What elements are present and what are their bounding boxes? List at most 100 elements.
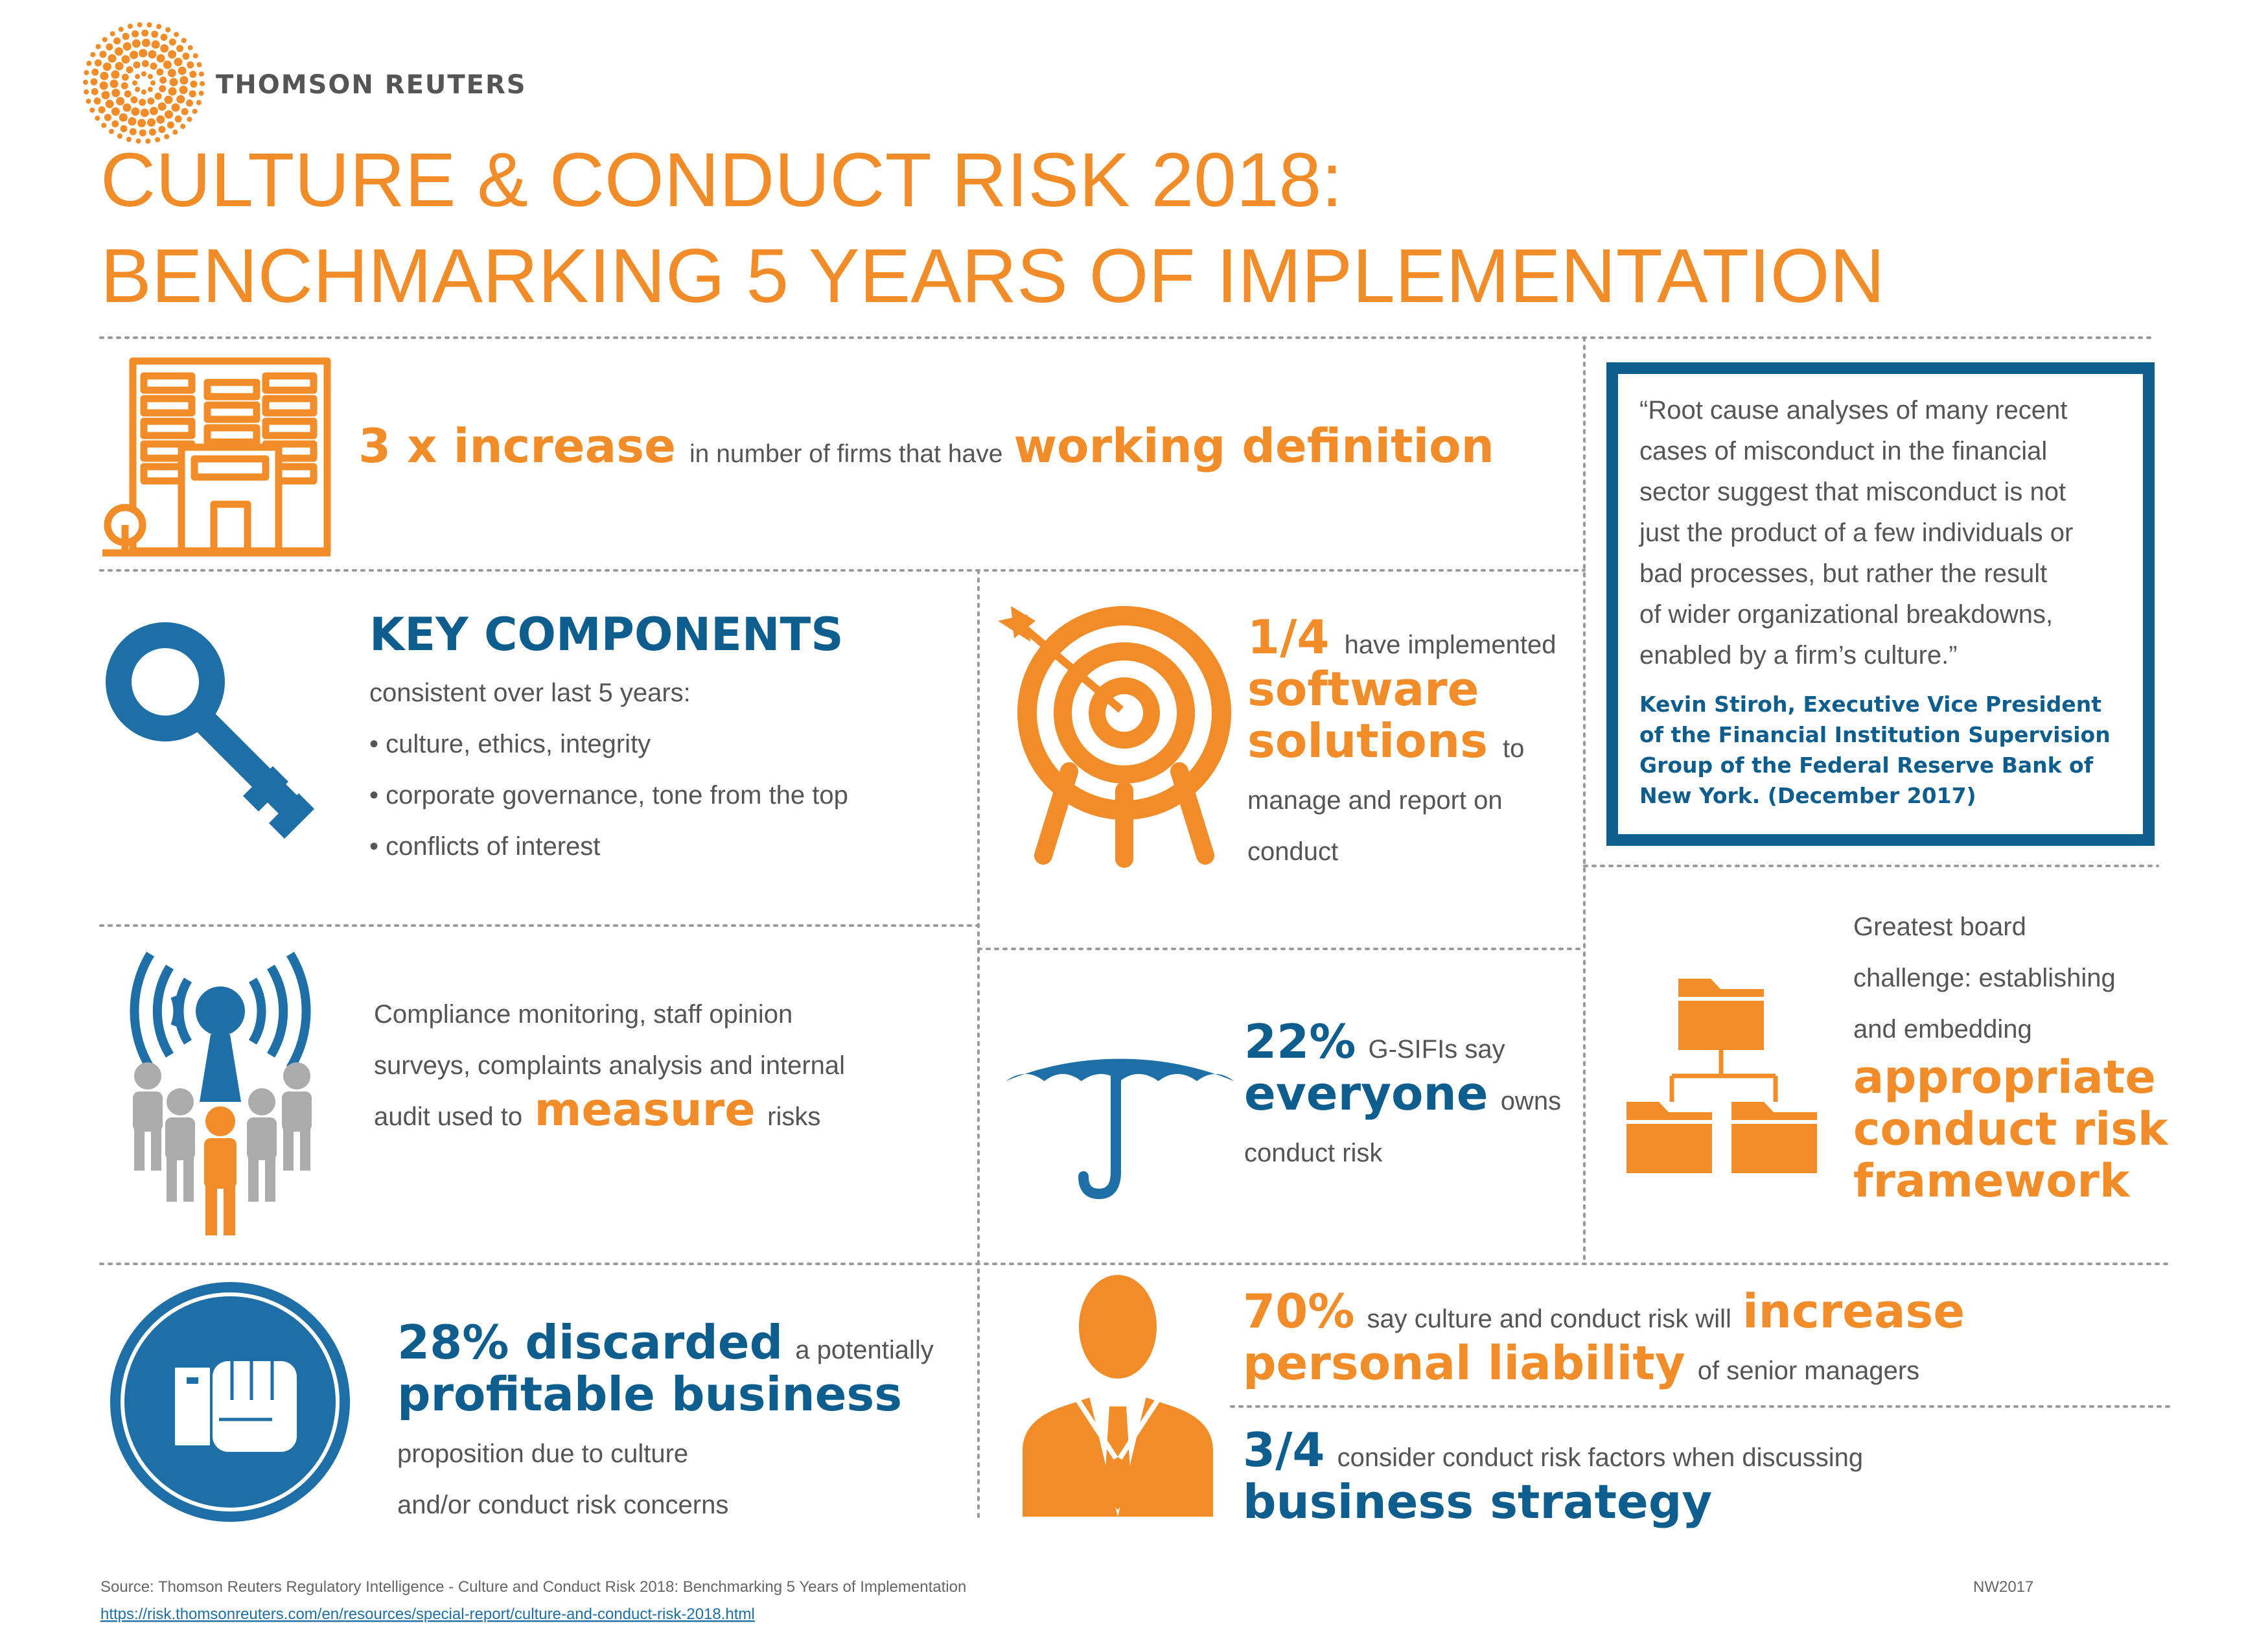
measure-line-1: Compliance monitoring, staff opinion [374,1000,793,1029]
board-emphasis: framework [1853,1154,2131,1208]
logo-dot [137,22,143,28]
broadcast-people-icon [130,951,312,1235]
logo-dot [169,78,178,87]
logo-dot [121,55,130,64]
gsifi-line-2: everyone owns [1244,1066,1561,1121]
title-line-2: BENCHMARKING 5 YEARS OF IMPLEMENTATION [100,233,1885,319]
logo-dot [192,108,198,114]
measure-emphasis: measure [535,1083,756,1136]
logo-dot [187,117,192,122]
logo-dot [141,29,149,37]
logo-dot [200,81,205,87]
logo-dot [99,51,107,58]
software-emphasis-2: solutions [1247,714,1488,768]
logo-dot [111,107,120,116]
firms-highlight: 3 x increase [358,419,676,473]
logo-dot [179,86,188,95]
logo-dot [174,115,182,123]
firms-stat: 3 x increase in number of firms that hav… [358,419,1494,473]
logo-dot [171,103,180,112]
logo-dot [86,99,91,104]
quote-line: sector suggest that misconduct is not [1639,478,2066,506]
strategy-middle: consider conduct risk factors when discu… [1337,1443,1863,1472]
logo-dot [164,134,170,139]
logo-dot [149,106,158,115]
logo-dot [146,22,152,28]
building-icon [102,357,331,557]
footer-code: NW2017 [1973,1578,2033,1596]
logo-dot [129,128,137,135]
software-line-3: manage and report on [1247,786,1503,815]
quote-attribution: New York. (December 2017) [1639,783,1976,808]
logo-dot [108,128,114,134]
logo-dot [189,71,197,78]
key-icon [106,622,315,839]
logo-dot [168,87,177,96]
logo-dot [141,71,146,76]
logo-dot [122,103,132,112]
quote-line: of wider organizational breakdowns, [1639,600,2053,629]
folder-hierarchy-icon [1626,979,1817,1173]
logo-dot [113,37,121,45]
logo-dot [141,89,146,95]
quote-line: bad processes, but rather the result [1639,559,2047,588]
discarded-highlight: 28% discarded [397,1315,783,1370]
logo-dot [135,86,141,92]
logo-dot [110,31,115,37]
firms-emphasis: working definition [1013,419,1494,473]
logo-dot [180,123,186,129]
brand-name: THOMSON REUTERS [216,70,527,100]
logo-dot [84,89,89,95]
logo-dot [137,119,146,128]
logo-dot [168,50,177,59]
logo-dot [130,51,139,60]
logo-dot [150,62,157,70]
quote-attribution: Kevin Stiroh, Executive Vice President [1639,692,2101,717]
logo-dot [122,32,130,40]
gsifi-line-3: conduct risk [1244,1139,1383,1167]
logo-dot [198,71,204,77]
logo-dot [178,66,187,75]
logo-dot [139,129,146,137]
board-line-1: Greatest board [1853,913,2026,941]
logo-dot [147,97,155,105]
board-line-3: and embedding [1853,1015,2032,1044]
strategy-line-1: 3/4 consider conduct risk factors when d… [1243,1423,1863,1477]
logo-dot [174,58,183,67]
software-after-emphasis: to [1503,734,1524,763]
firms-middle: in number of firms that have [689,440,1002,468]
strategy-emphasis: business strategy [1243,1475,1712,1529]
footer-source: Source: Thomson Reuters Regulatory Intel… [100,1578,966,1596]
logo-dot [135,74,141,80]
logo-dot [160,34,168,41]
board-line-2: challenge: establishing [1853,964,2116,992]
logo-dot [181,38,187,43]
logo-dot [91,88,98,95]
logo-dot [176,45,184,52]
logo-dot [105,99,114,108]
quote: “Root cause analyses of many recent case… [1639,396,2111,808]
logo-dot [128,117,137,126]
logo-dot [187,45,193,51]
logo-dot [111,88,121,97]
logo-dot [147,86,153,92]
logo-dot [111,70,120,79]
footer-url[interactable]: https://risk.thomsonreuters.com/en/resou… [100,1605,755,1623]
discarded-line-3: proposition due to culture [397,1440,688,1468]
logo-dot [90,78,98,86]
logo-dot [126,66,133,74]
businessman-icon [1023,1275,1213,1517]
logo-dot [156,115,165,124]
logo-dot [111,120,119,128]
logo-dot [139,49,148,58]
logo-dot [159,85,167,93]
logo-dot [102,62,111,71]
gsifi-emphasis: everyone [1244,1066,1488,1121]
logo-dot [121,82,128,89]
logo-dot [159,76,167,84]
target-icon [998,606,1231,868]
board-emphasis: appropriate [1853,1051,2156,1104]
logo-dot [93,97,101,105]
gsifi-percent: 22% [1244,1014,1356,1069]
